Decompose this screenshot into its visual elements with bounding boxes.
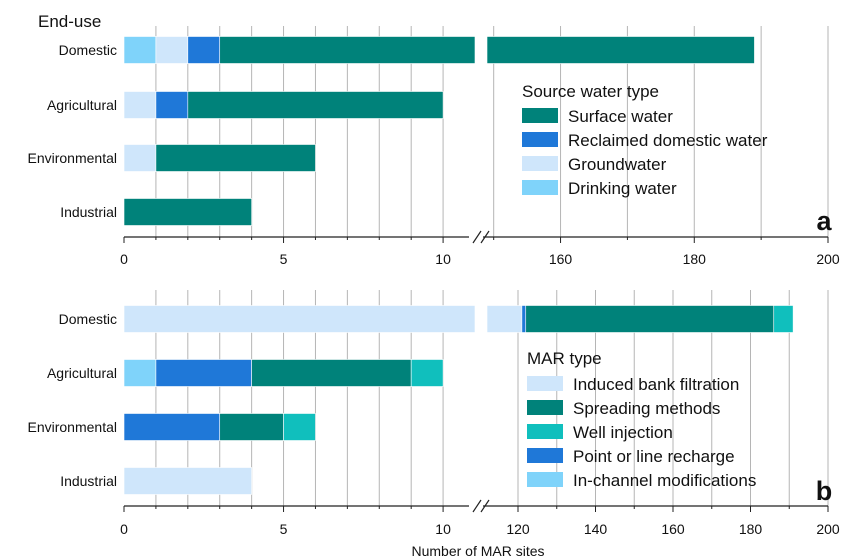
bar-segment: [283, 413, 316, 441]
x-axis-label: Number of MAR sites: [411, 543, 544, 559]
bar-segment: [123, 467, 252, 495]
legend-swatch: [527, 472, 563, 487]
bar-segment: [155, 91, 189, 119]
legend-swatch: [522, 132, 558, 147]
x-tick-label: 0: [120, 251, 128, 267]
bar-segment: [187, 91, 444, 119]
bar-segment: [773, 305, 794, 333]
bar-segment: [123, 198, 252, 226]
x-tick-label: 5: [280, 521, 288, 537]
legend-swatch: [522, 108, 558, 123]
legend-swatch: [527, 400, 563, 415]
x-tick-label: 10: [435, 251, 451, 267]
bar-segment: [123, 144, 157, 172]
x-tick-label: 200: [816, 521, 840, 537]
bar-segment: [155, 144, 316, 172]
legend-label: Point or line recharge: [573, 447, 735, 466]
bar-segment: [486, 36, 755, 64]
legend-label: Surface water: [568, 107, 673, 126]
bar-segment: [123, 413, 221, 441]
x-tick-label: 160: [549, 251, 573, 267]
x-tick-label: 5: [280, 251, 288, 267]
legend-title: MAR type: [527, 349, 602, 368]
bar-segment: [525, 305, 775, 333]
bar-segment: [410, 359, 444, 387]
panel-a: Domestic Agricultural Environmental Industr…: [28, 12, 840, 267]
bar-segment: [521, 305, 527, 333]
x-tick-label: 10: [435, 521, 451, 537]
bar-segment: [123, 36, 157, 64]
category-label: Industrial: [60, 473, 117, 489]
bar-segment: [486, 305, 523, 333]
axis-break-mark: [480, 230, 490, 244]
category-label: Environmental: [28, 419, 118, 435]
category-label: Agricultural: [47, 97, 117, 113]
axis-break-mark: [472, 499, 482, 513]
bar-segment: [219, 36, 476, 64]
bar-segment: [155, 359, 252, 387]
bar-segment: [123, 305, 476, 333]
panel-label: b: [816, 476, 833, 506]
legend-label: Drinking water: [568, 179, 677, 198]
legend-label: Spreading methods: [573, 399, 720, 418]
category-label: Agricultural: [47, 365, 117, 381]
axis-break-mark: [472, 230, 482, 244]
panel-label: a: [816, 206, 832, 236]
legend-swatch: [527, 376, 563, 391]
bar-segment: [155, 36, 189, 64]
panel-b: Domestic Agricultural Environmental Industr…: [28, 290, 840, 537]
category-label: Domestic: [59, 311, 117, 327]
y-axis-title: End-use: [38, 12, 101, 31]
x-tick-label: 0: [120, 521, 128, 537]
x-tick-label: 180: [683, 251, 707, 267]
category-label: Industrial: [60, 204, 117, 220]
bar-segment: [123, 359, 157, 387]
bar-segment: [251, 359, 412, 387]
x-tick-label: 160: [661, 521, 685, 537]
category-label: Domestic: [59, 42, 117, 58]
bar-segment: [123, 91, 157, 119]
legend-title: Source water type: [522, 82, 659, 101]
bar-segment: [187, 36, 221, 64]
legend-swatch: [527, 448, 563, 463]
x-tick-label: 140: [584, 521, 608, 537]
legend-label: Groundwater: [568, 155, 667, 174]
axis-break-mark: [480, 499, 490, 513]
legend-label: Induced bank filtration: [573, 375, 739, 394]
x-tick-label: 120: [506, 521, 530, 537]
legend-swatch: [522, 156, 558, 171]
legend-label: Well injection: [573, 423, 673, 442]
legend-label: Reclaimed domestic water: [568, 131, 768, 150]
x-tick-label: 200: [816, 251, 840, 267]
legend-label: In-channel modifications: [573, 471, 756, 490]
x-tick-label: 180: [739, 521, 763, 537]
legend-swatch: [527, 424, 563, 439]
legend-swatch: [522, 180, 558, 195]
bar-segment: [219, 413, 284, 441]
category-label: Environmental: [28, 150, 118, 166]
